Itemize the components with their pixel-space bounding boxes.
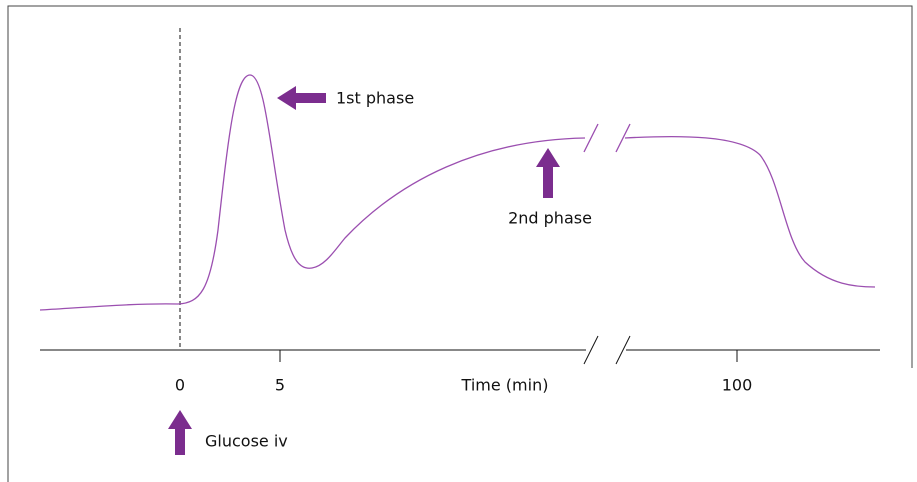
frame (7, 5, 913, 482)
axis-break (615, 335, 631, 365)
annotation: Glucose iv (205, 432, 288, 451)
arrow (168, 410, 192, 455)
tick-label: 100 (722, 376, 753, 395)
tick-label: 5 (275, 376, 285, 395)
curve-break (615, 123, 631, 153)
annotation: 2nd phase (508, 209, 592, 228)
tick-label: 0 (175, 376, 185, 395)
insulin-curve (39, 74, 586, 311)
axis-break (583, 335, 599, 365)
axis-title: Time (min) (461, 376, 549, 395)
arrow (277, 86, 326, 110)
annotation: 1st phase (336, 89, 414, 108)
arrow (536, 148, 560, 198)
insulin-curve (624, 135, 876, 288)
curve-break (583, 123, 599, 153)
